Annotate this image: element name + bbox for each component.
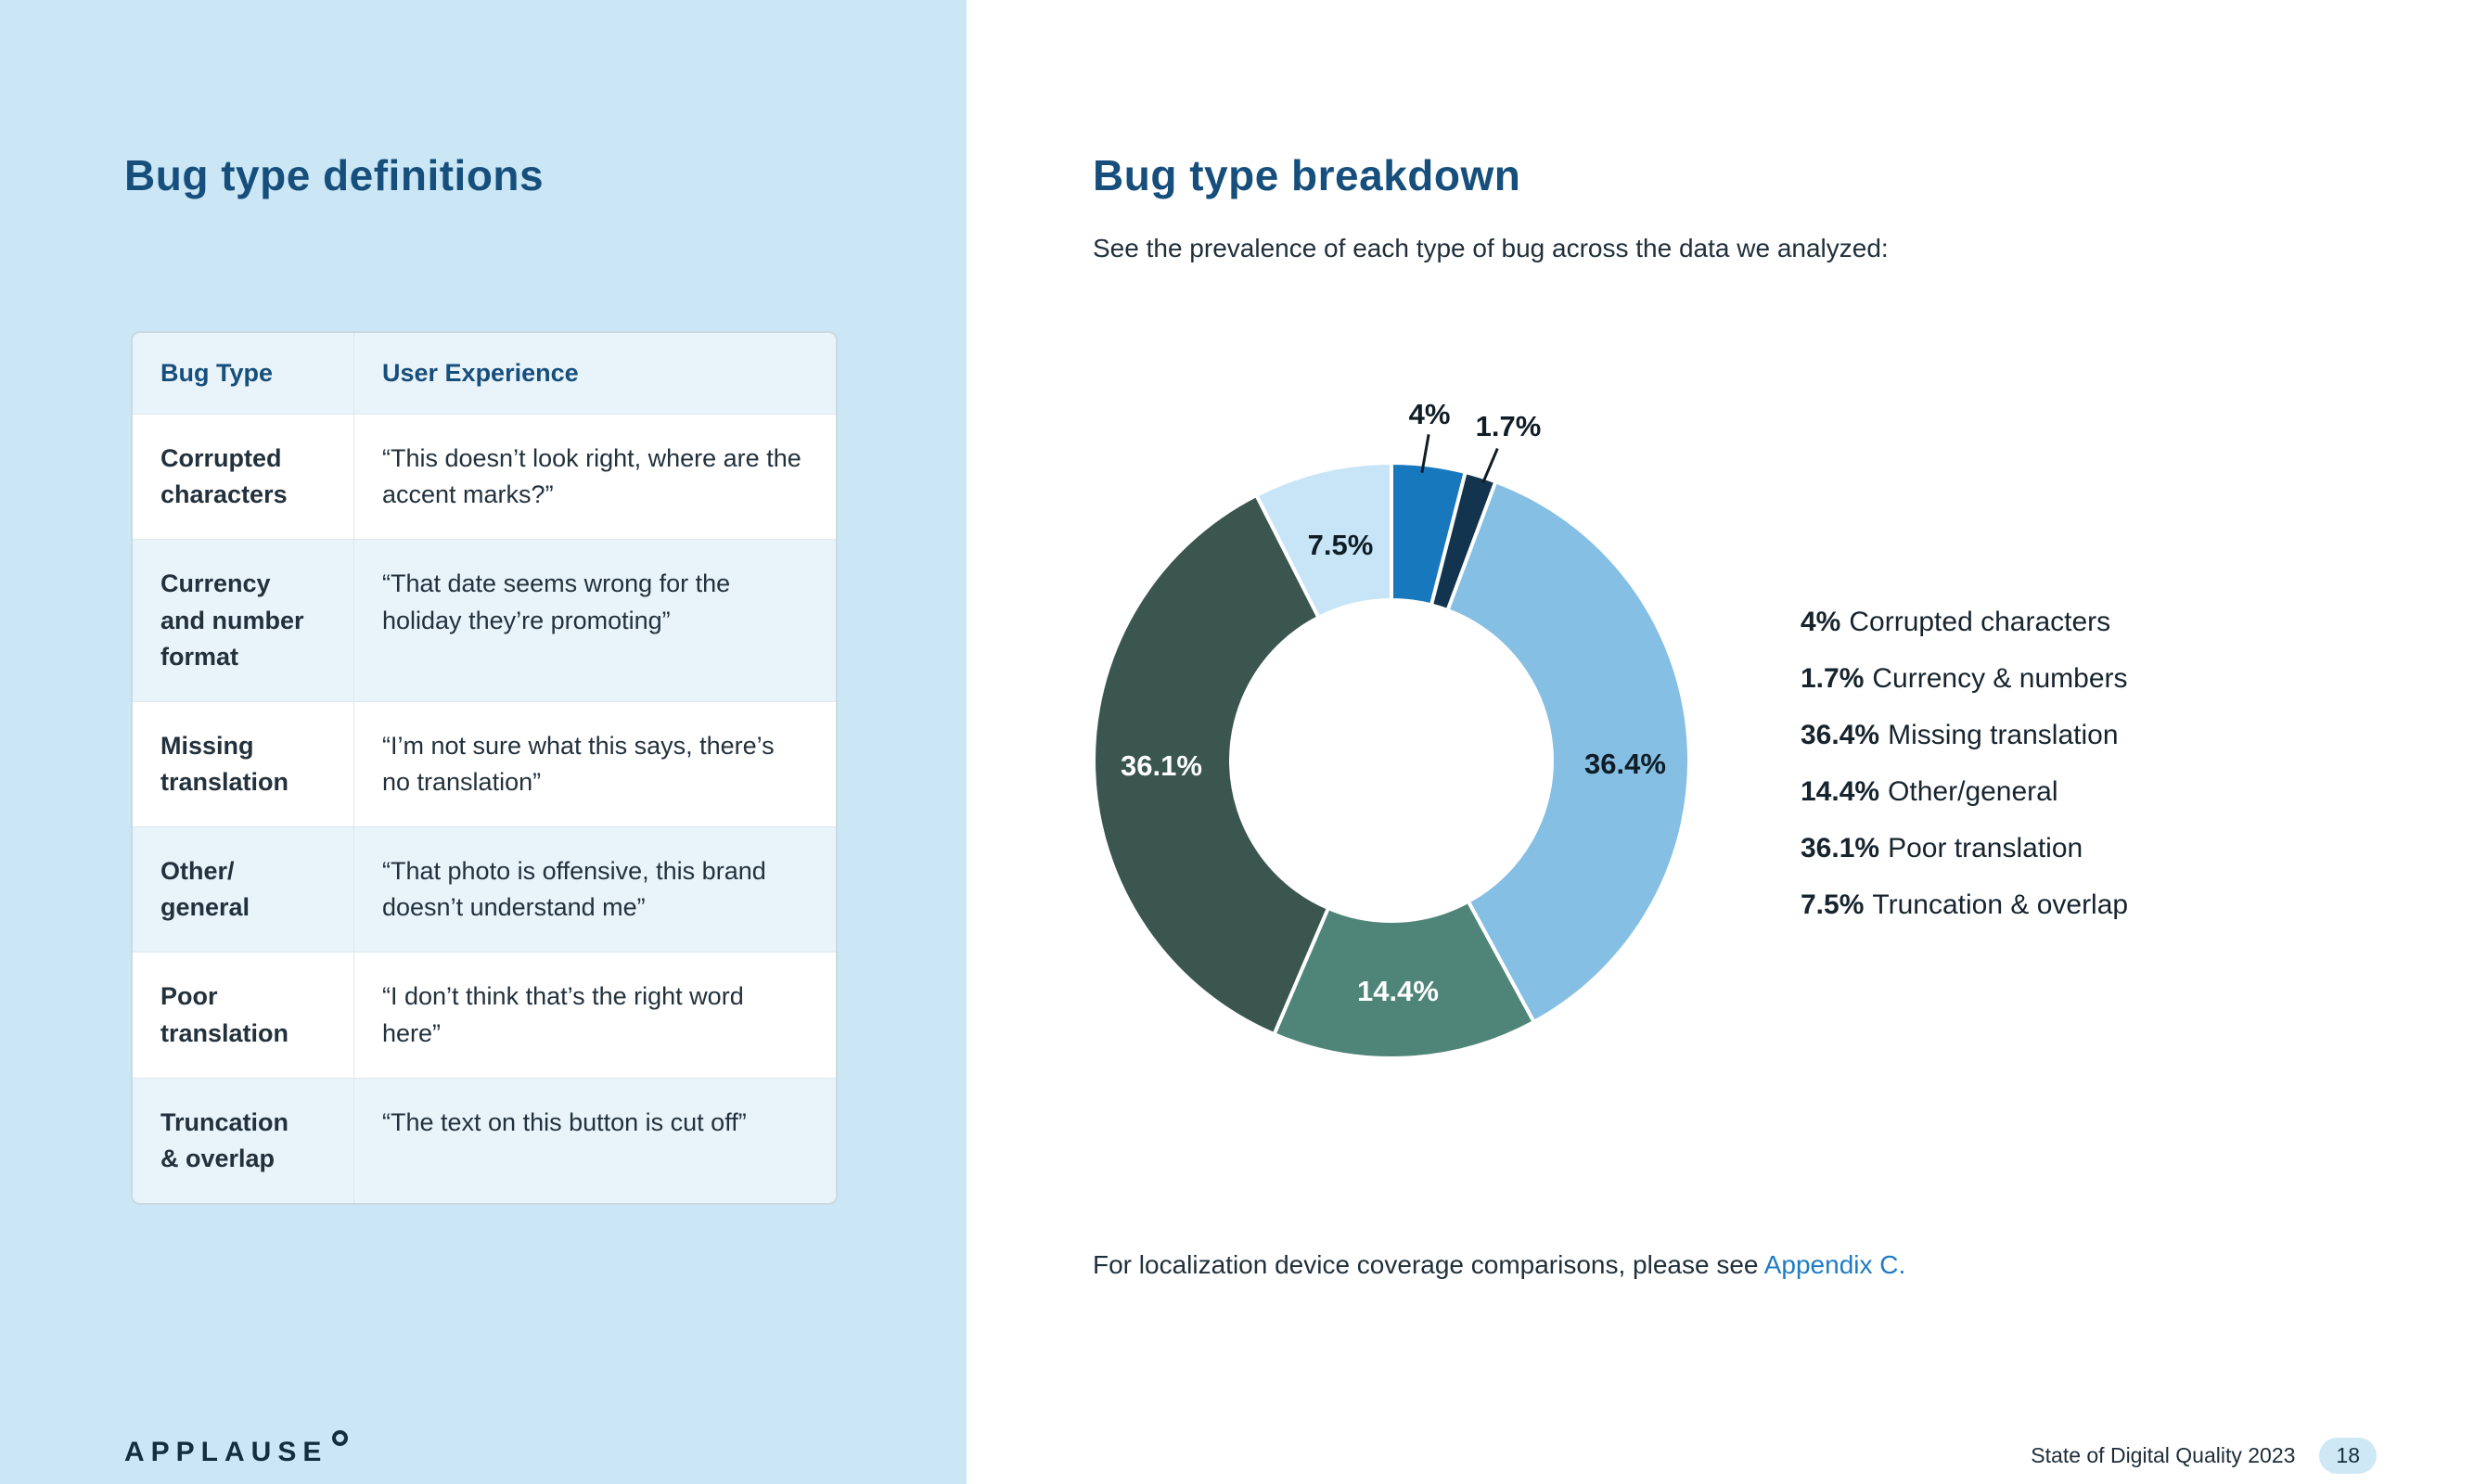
table-header-row: Bug Type User Experience: [133, 333, 836, 416]
page-number-badge: 18: [2319, 1438, 2377, 1474]
legend-label: Corrupted characters: [1849, 607, 2111, 637]
legend-item: 36.1% Poor translation: [1801, 820, 2128, 876]
legend-item: 14.4% Other/general: [1801, 763, 2128, 820]
bug-type-cell: Corrupted characters: [133, 415, 354, 540]
legend-pct: 4%: [1801, 607, 1841, 637]
user-experience-cell: “That photo is offensive, this brand doe…: [382, 857, 766, 922]
bug-type-cell: Currency and number format: [133, 540, 354, 701]
user-experience-cell: “I’m not sure what this says, there’s no…: [382, 731, 775, 796]
bug-type-cell: Poor translation: [133, 953, 354, 1078]
donut-slice-other-general: [1271, 899, 1537, 1061]
bug-type-cell: Other/ general: [133, 827, 354, 953]
user-experience-cell: “The text on this button is cut off”: [382, 1107, 747, 1136]
slice-label-other-general: 14.4%: [1357, 975, 1439, 1007]
page-title-breakdown: Bug type breakdown: [1093, 151, 1521, 199]
slice-label-truncation-overlap: 7.5%: [1307, 529, 1374, 561]
legend-label: Poor translation: [1888, 833, 2083, 864]
donut-chart: 4% 1.7% 36.4% 14.4% 36.1% 7.5%: [1020, 390, 1763, 1132]
user-experience-cell: “I don’t think that’s the right word her…: [382, 982, 744, 1047]
table-row: Currency and number format “That date se…: [133, 540, 836, 702]
chart-legend: 4% Corrupted characters 1.7% Currency & nu…: [1801, 594, 2128, 933]
slice-label-corrupted-characters: 4%: [1408, 398, 1451, 430]
page-title-definitions: Bug type definitions: [124, 151, 545, 199]
donut-slice-truncation-overlap: [1253, 460, 1393, 620]
legend-pct: 1.7%: [1801, 663, 1865, 694]
legend-label: Truncation & overlap: [1872, 889, 2129, 920]
appendix-note-text: For localization device coverage compari…: [1093, 1250, 1764, 1279]
applause-logo-text: APPLAUSE: [124, 1437, 328, 1467]
applause-logo-ring-icon: [332, 1430, 349, 1446]
bug-type-cell: Missing translation: [133, 701, 354, 827]
legend-pct: 36.1%: [1801, 833, 1880, 864]
column-header-user-experience: User Experience: [382, 359, 579, 387]
applause-logo: APPLAUSE: [124, 1430, 349, 1468]
slice-label-poor-translation: 36.1%: [1121, 749, 1202, 782]
legend-label: Currency & numbers: [1872, 663, 2128, 694]
donut-slice-poor-translation: [1092, 493, 1331, 1037]
user-experience-cell: “That date seems wrong for the holiday t…: [382, 569, 731, 634]
donut-chart-svg: [1092, 460, 1691, 1061]
donut-slice-missing-translation: [1445, 479, 1691, 1025]
appendix-note: For localization device coverage compari…: [1093, 1250, 1905, 1280]
definitions-panel: Bug type definitions Bug Type User Exper…: [0, 0, 967, 1484]
table-row: Truncation & overlap “The text on this b…: [133, 1078, 836, 1203]
legend-pct: 36.4%: [1801, 720, 1880, 750]
slice-label-currency-numbers: 1.7%: [1475, 410, 1542, 442]
user-experience-cell: “This doesn’t look right, where are the …: [382, 444, 801, 509]
legend-item: 4% Corrupted characters: [1801, 594, 2128, 650]
table-row: Corrupted characters “This doesn’t look …: [133, 415, 836, 541]
legend-label: Other/general: [1888, 776, 2058, 807]
bug-type-definitions-table: Bug Type User Experience Corrupted chara…: [131, 331, 838, 1205]
legend-item: 7.5% Truncation & overlap: [1801, 876, 2128, 933]
legend-item: 36.4% Missing translation: [1801, 707, 2128, 763]
appendix-c-link[interactable]: Appendix C.: [1763, 1250, 1906, 1279]
legend-pct: 14.4%: [1801, 776, 1880, 807]
bug-type-cell: Truncation & overlap: [133, 1078, 354, 1203]
legend-item: 1.7% Currency & numbers: [1801, 650, 2128, 707]
column-header-bug-type: Bug Type: [133, 333, 354, 415]
legend-pct: 7.5%: [1801, 889, 1865, 920]
slice-label-missing-translation: 36.4%: [1584, 748, 1666, 780]
legend-label: Missing translation: [1888, 720, 2119, 750]
chart-subtitle: See the prevalence of each type of bug a…: [1093, 234, 1889, 262]
document-title: State of Digital Quality 2023: [2031, 1443, 2296, 1467]
table-row: Other/ general “That photo is offensive,…: [133, 827, 836, 953]
table-row: Missing translation “I’m not sure what t…: [133, 701, 836, 828]
table-row: Poor translation “I don’t think that’s t…: [133, 953, 836, 1079]
footer-meta: State of Digital Quality 2023 18: [2031, 1438, 2377, 1474]
